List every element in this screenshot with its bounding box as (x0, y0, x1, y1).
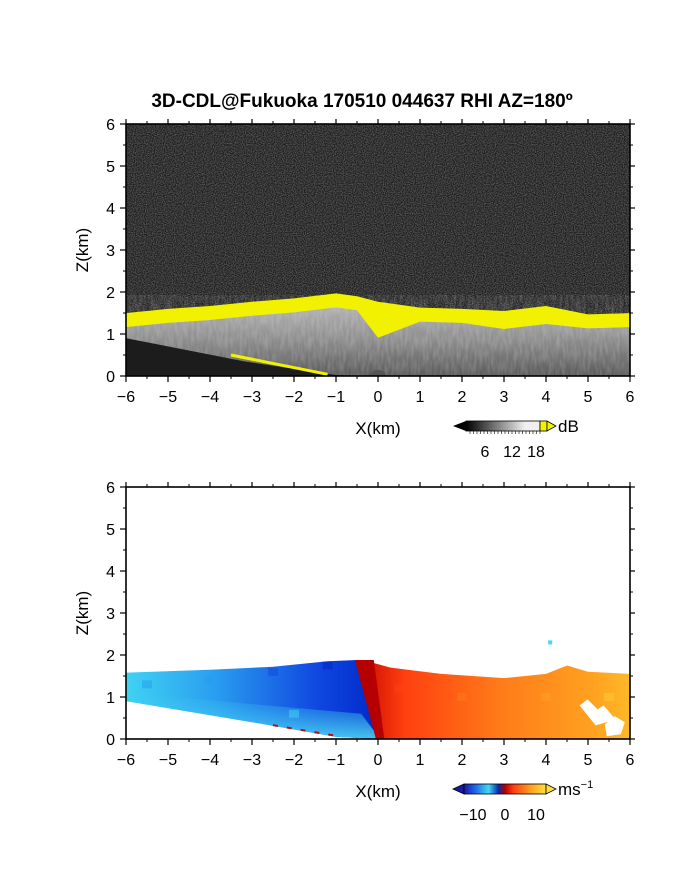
x-tick-label: 6 (626, 389, 635, 406)
x-tick-label: 3 (500, 389, 509, 406)
y-tick-label: 6 (106, 480, 115, 497)
x-tick-label: −2 (285, 752, 303, 769)
top-axes: −6 −5 −4 −3 −2 −1 0 1 2 3 4 5 6 0 1 2 3 4 5 6 (106, 117, 635, 406)
velocity-colorbar-ramp (463, 783, 547, 795)
bottom-plot-area (126, 487, 630, 739)
top-x-axis-label: X(km) (355, 419, 400, 438)
below-beam-region (126, 338, 378, 376)
zero-velocity-boundary (354, 660, 385, 739)
db-colorbar-unit: dB (558, 417, 579, 436)
velocity-colorbar-high-arrow (545, 783, 557, 795)
db-colorbar-low-arrow (453, 421, 466, 431)
velocity-colorbar-tick-label: −10 (459, 807, 486, 824)
x-tick-label: 4 (542, 752, 551, 769)
y-tick-label: 1 (106, 327, 115, 344)
velocity-cell (205, 676, 215, 685)
receding-velocity-region (365, 660, 630, 739)
x-tick-label: 5 (584, 752, 593, 769)
ground-saturation-edge (230, 353, 328, 376)
y-tick-label: 6 (106, 117, 115, 134)
velocity-cell (541, 693, 551, 701)
isolated-echo (548, 640, 553, 645)
velocity-colorbar-tick-label: 0 (501, 807, 510, 824)
velocity-colorbar-ticks: −10 0 10 (459, 807, 545, 824)
x-tick-label: −5 (159, 752, 177, 769)
bottom-x-axis-label: X(km) (355, 782, 400, 801)
db-colorbar-ticks: 6 12 18 (469, 431, 545, 461)
x-tick-label: −5 (159, 389, 177, 406)
saturation-band (126, 293, 630, 338)
x-tick-label: 1 (416, 752, 425, 769)
velocity-cells (142, 661, 614, 718)
x-tick-label: −4 (201, 752, 219, 769)
x-tick-label: −1 (327, 389, 345, 406)
y-tick-label: 2 (106, 285, 115, 302)
velocity-cell (457, 693, 467, 701)
bottom-y-axis-label: Z(km) (73, 591, 92, 635)
velocity-colorbar-tick-label: 10 (527, 807, 545, 824)
top-y-axis-label: Z(km) (73, 228, 92, 272)
velocity-cell (394, 684, 404, 693)
x-tick-label: 2 (458, 752, 467, 769)
x-tick-label: −4 (201, 389, 219, 406)
x-tick-label: 5 (584, 389, 593, 406)
top-plot-area (126, 124, 630, 376)
x-tick-label: 4 (542, 389, 551, 406)
velocity-cell (604, 693, 614, 701)
y-tick-label: 5 (106, 522, 115, 539)
velocity-unit-exponent: −1 (581, 779, 594, 791)
x-tick-label: 1 (416, 389, 425, 406)
db-colorbar: dB 6 12 18 (453, 417, 579, 461)
approaching-velocity-weak-region (126, 692, 381, 739)
y-tick-label: 1 (106, 690, 115, 707)
x-tick-label: 6 (626, 752, 635, 769)
x-tick-label: −2 (285, 389, 303, 406)
db-colorbar-tick-label: 18 (527, 444, 545, 461)
db-colorbar-high-arrow (546, 420, 557, 432)
velocity-cell (268, 667, 278, 676)
chart-title: 3D-CDL@Fukuoka 170510 044637 RHI AZ=180º (151, 91, 572, 112)
receding-velocity-gaps (579, 699, 625, 737)
velocity-colorbar: ms−1 −10 0 10 (452, 779, 593, 824)
y-tick-label: 0 (106, 369, 115, 386)
velocity-colorbar-low-arrow (452, 783, 465, 795)
x-tick-label: −1 (327, 752, 345, 769)
x-tick-label: 0 (374, 752, 383, 769)
velocity-cell (142, 680, 152, 689)
velocity-colorbar-unit: ms−1 (558, 779, 593, 799)
y-tick-label: 2 (106, 648, 115, 665)
low-edge-noise (272, 724, 341, 738)
y-tick-label: 5 (106, 159, 115, 176)
velocity-cell (289, 709, 299, 718)
x-tick-label: −3 (243, 752, 261, 769)
db-colorbar-tick-label: 6 (481, 444, 490, 461)
x-tick-label: −6 (117, 389, 135, 406)
y-tick-label: 3 (106, 243, 115, 260)
x-tick-label: −6 (117, 752, 135, 769)
db-colorbar-tick-label: 12 (503, 444, 521, 461)
x-tick-label: −3 (243, 389, 261, 406)
y-tick-label: 4 (106, 201, 115, 218)
lidar-site-marker (370, 370, 386, 376)
db-colorbar-high-segment (539, 420, 548, 432)
x-tick-label: 2 (458, 389, 467, 406)
x-tick-label: 3 (500, 752, 509, 769)
velocity-unit-base: ms (558, 780, 581, 799)
y-tick-label: 0 (106, 732, 115, 749)
x-tick-label: 0 (374, 389, 383, 406)
y-tick-label: 4 (106, 564, 115, 581)
y-tick-label: 3 (106, 606, 115, 623)
velocity-cell (322, 661, 333, 670)
db-colorbar-ramp (465, 420, 541, 432)
bottom-axes: −6 −5 −4 −3 −2 −1 0 1 2 3 4 5 6 0 1 2 3 4 5 6 (106, 480, 635, 769)
